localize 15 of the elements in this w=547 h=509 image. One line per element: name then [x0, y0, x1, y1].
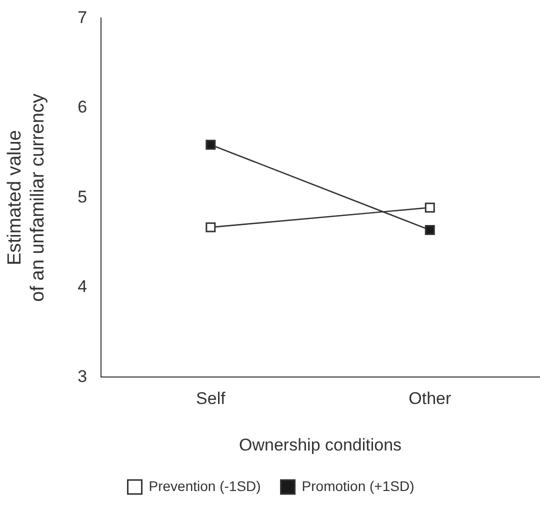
point — [206, 140, 216, 150]
legend-label: Prevention (-1SD) — [148, 478, 261, 494]
x-tick-label: Self — [196, 389, 226, 408]
y-tick-label: 7 — [78, 8, 88, 27]
y-tick-label: 4 — [78, 277, 88, 296]
point — [424, 202, 435, 213]
y-tick-label: 3 — [78, 366, 88, 386]
point — [424, 225, 435, 236]
x-axis-title: Ownership conditions — [239, 435, 402, 454]
y-tick-label: 5 — [78, 187, 88, 206]
x-tick-label: Other — [408, 389, 452, 408]
y-axis-title: Estimated value of an unfamiliar currency — [4, 93, 48, 302]
legend-label: Promotion (+1SD) — [302, 478, 414, 494]
point — [206, 222, 216, 232]
y-tick-label: 6 — [78, 98, 88, 117]
